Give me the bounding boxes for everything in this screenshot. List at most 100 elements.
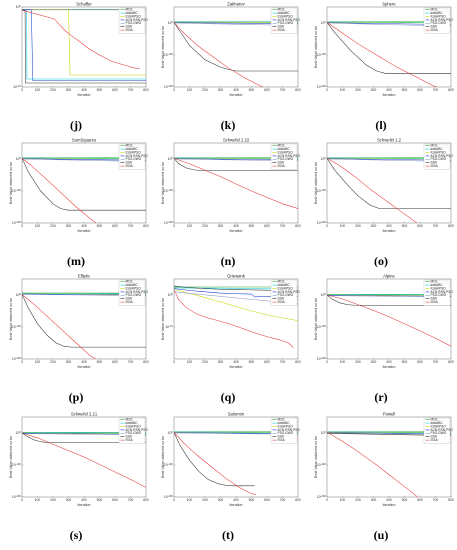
y-tick-label: 10-100	[12, 324, 22, 329]
panel-letter: (q)	[220, 390, 236, 404]
x-tick-label: 0	[326, 498, 328, 502]
x-tick-label: 300	[371, 88, 377, 92]
x-tick-label: 700	[280, 88, 286, 92]
y-tick-label: 10-200	[317, 356, 327, 361]
x-tick-label: 700	[280, 224, 286, 228]
x-tick-label: 0	[21, 498, 23, 502]
x-tick-label: 700	[128, 360, 134, 364]
x-tick-label: 500	[249, 360, 255, 364]
legend-entry: ACN-RSN-PSO	[126, 428, 149, 432]
legend-entry: ISSA	[278, 28, 286, 32]
x-tick-label: 800	[143, 224, 149, 228]
y-axis-label: Best Value obtained so far	[9, 435, 13, 478]
legend-entry: ACN-RSN-PSO	[431, 428, 454, 432]
legend-entry: ACN-RSN-PSO	[431, 290, 454, 294]
series-line-ssa	[22, 158, 146, 211]
chart-panel-sphere: Sphere 0 100 200 300 400 500 600 700 800 100 10-100…	[305, 0, 457, 137]
x-axis-label: Iteration	[383, 93, 396, 97]
x-tick-label: 200	[355, 224, 361, 228]
panel-letter: (l)	[375, 118, 387, 132]
x-tick-label: 600	[112, 88, 118, 92]
x-tick-label: 800	[143, 88, 149, 92]
legend-entry: ISSA	[278, 164, 286, 168]
legend: MCEdwkABCIGSA/PSOACN-RSN-PSOPSO-GWOSSAIS…	[118, 143, 148, 170]
x-tick-label: 100	[340, 498, 346, 502]
x-tick-label: 200	[202, 224, 208, 228]
x-tick-label: 300	[371, 360, 377, 364]
x-tick-label: 600	[417, 360, 423, 364]
chart-panel-sumsquares: SumSquares 0 100 200 300 400 500 600 700 800 100 10…	[0, 136, 152, 273]
series-line-issa	[174, 158, 298, 209]
series-line-ssa	[174, 158, 298, 171]
legend: MCEdwkABCIGSA/PSOACN-RSN-PSOPSO-GWOSSAIS…	[118, 8, 149, 34]
plot-area	[173, 278, 299, 360]
legend-entry: SSA	[126, 435, 133, 439]
y-tick-label: 10-100	[317, 52, 327, 57]
legend-entry: dwkABC	[126, 283, 139, 287]
chart-svg: SumSquares 0 100 200 300 400 500 600 700 800 100 10…	[9, 138, 149, 234]
legend-entry: PSO-GWO	[126, 21, 142, 25]
y-tick-label: 10-200	[317, 494, 327, 499]
legend-entry: PSO-GWO	[278, 157, 294, 161]
legend-entry: MCE	[431, 280, 438, 284]
x-tick-label: 500	[402, 360, 408, 364]
legend-entry: ACN-RSN-PSO	[278, 428, 301, 432]
legend-entry: dwkABC	[126, 147, 139, 151]
x-axis-label: Iteration	[78, 503, 91, 507]
chart-title: Alpine	[383, 274, 395, 279]
x-tick-label: 100	[35, 360, 41, 364]
x-tick-label: 400	[233, 224, 239, 228]
chart-svg: Powell 0 100 200 300 400 500 600 700 800 100 10-100…	[314, 412, 454, 508]
legend-entry: IGSA/PSO	[126, 424, 142, 428]
x-tick-label: 600	[264, 498, 270, 502]
x-tick-label: 800	[295, 224, 301, 228]
legend-entry: PSO-GWO	[278, 431, 294, 435]
x-tick-label: 700	[433, 360, 439, 364]
chart-title: Schwefel 2.21	[71, 412, 98, 417]
chart-title: Elliptic	[78, 274, 90, 279]
x-tick-label: 500	[97, 224, 103, 228]
y-tick-label: 10-200	[164, 494, 174, 499]
y-tick-label: 10-100	[317, 324, 327, 329]
x-tick-label: 500	[249, 88, 255, 92]
x-tick-label: 200	[355, 498, 361, 502]
x-tick-label: 400	[81, 224, 87, 228]
y-tick-label: 100	[321, 430, 327, 435]
legend-box	[270, 279, 298, 306]
legend-entry: SSA	[278, 435, 285, 439]
x-tick-label: 400	[233, 88, 239, 92]
legend-entry: MCE	[431, 144, 438, 148]
legend-entry: ACN-RSN-PSO	[278, 154, 301, 158]
legend-entry: IGSA/PSO	[431, 150, 447, 154]
legend-entry: ISSA	[431, 438, 439, 442]
series-line-acn-rsn-pso	[22, 9, 146, 81]
panel-letter: (o)	[374, 254, 388, 268]
legend-box	[118, 143, 146, 170]
series-line-issa	[22, 158, 97, 223]
x-axis-label: Iteration	[78, 229, 91, 233]
x-tick-label: 800	[448, 224, 454, 228]
legend-box	[270, 7, 298, 34]
legend: MCEdwkABCIGSA/PSOACN-RSN-PSOPSO-GWOSSAIS…	[118, 418, 149, 444]
series-line-ssa	[174, 432, 255, 487]
x-tick-label: 100	[35, 88, 41, 92]
y-axis-label: Best Value obtained so far	[314, 435, 318, 478]
x-tick-label: 800	[295, 88, 301, 92]
chart-panel-powell: Powell 0 100 200 300 400 500 600 700 800 100 10-100…	[305, 410, 457, 547]
legend-entry: IGSA/PSO	[278, 286, 294, 290]
legend-entry: MCE	[126, 8, 133, 12]
y-tick-label: 10-100	[317, 188, 327, 193]
x-tick-label: 700	[433, 498, 439, 502]
legend: MCEdwkABCIGSA/PSOACN-RSN-PSOPSO-GWOSSAIS…	[270, 144, 301, 170]
legend-entry: ACN-RSN-PSO	[431, 154, 454, 158]
legend-entry: PSO-GWO	[126, 293, 142, 297]
x-tick-label: 200	[202, 88, 208, 92]
x-tick-label: 300	[66, 88, 72, 92]
legend-box	[423, 279, 451, 306]
legend-entry: ACN-RSN-PSO	[278, 18, 301, 22]
legend-entry: MCE	[278, 280, 285, 284]
legend-entry: ACN-RSN-PSO	[278, 290, 301, 294]
chart-svg: Salomon 0 100 200 300 400 500 600 700 800 100 10-10…	[161, 412, 301, 508]
legend-entry: ACN-RSN-PSO	[126, 18, 149, 22]
chart-title: Zakharov	[227, 2, 245, 7]
